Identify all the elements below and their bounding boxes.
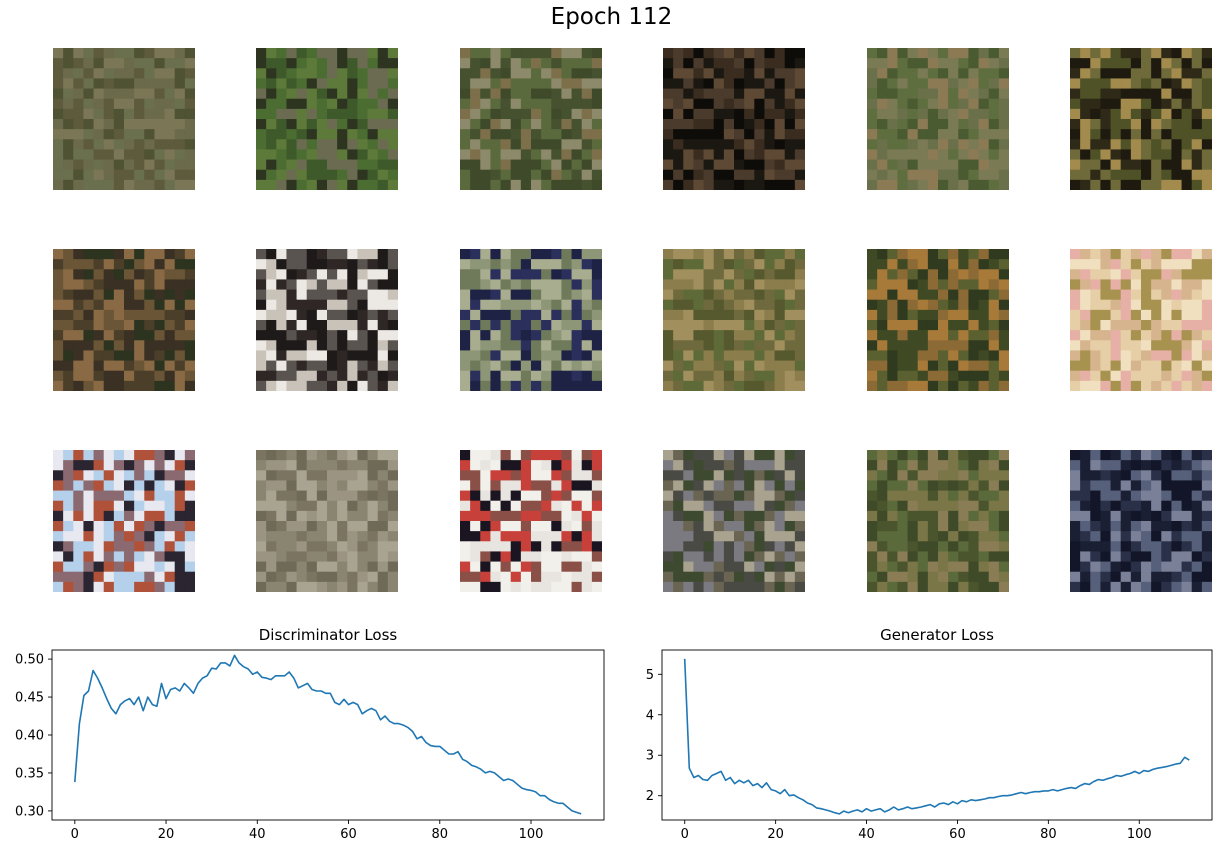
- generated-sample-image: [53, 249, 195, 391]
- plot-frame: [661, 649, 1213, 821]
- x-tick-label: 0: [681, 827, 689, 842]
- y-tick-label: 0.30: [15, 804, 44, 819]
- x-tick-label: 60: [949, 827, 966, 842]
- generated-sample-image: [460, 48, 602, 190]
- loss-series-line: [683, 658, 1190, 815]
- generated-sample-image: [460, 249, 602, 391]
- y-tick-label: 0.40: [15, 729, 44, 744]
- loss-series-line: [74, 654, 582, 815]
- generated-sample-image: [256, 48, 398, 190]
- generated-sample-image: [460, 450, 602, 592]
- generated-sample-image: [53, 48, 195, 190]
- y-tick-label: 4: [646, 708, 654, 723]
- generated-sample-image: [867, 450, 1009, 592]
- x-tick-label: 20: [767, 827, 784, 842]
- x-tick-label: 40: [858, 827, 875, 842]
- generated-sample-image: [53, 450, 195, 592]
- y-tick-label: 5: [646, 668, 654, 683]
- y-tick-label: 3: [646, 749, 654, 764]
- discriminator-loss-title: Discriminator Loss: [258, 626, 398, 644]
- generated-sample-image: [663, 48, 805, 190]
- generated-sample-image: [663, 249, 805, 391]
- x-tick-label: 100: [1127, 827, 1152, 842]
- generator-loss-title: Generator Loss: [880, 626, 994, 644]
- generated-sample-image: [256, 249, 398, 391]
- generated-sample-image: [1070, 48, 1212, 190]
- figure-title: Epoch 112: [550, 4, 673, 30]
- y-tick-label: 2: [646, 789, 654, 804]
- generated-sample-image: [867, 48, 1009, 190]
- y-tick-label: 0.50: [15, 653, 44, 668]
- x-tick-label: 80: [1040, 827, 1057, 842]
- generated-sample-image: [1070, 450, 1212, 592]
- generated-sample-image: [1070, 249, 1212, 391]
- x-tick-label: 40: [249, 827, 266, 842]
- generated-sample-image: [663, 450, 805, 592]
- x-tick-label: 100: [519, 827, 544, 842]
- x-tick-label: 80: [431, 827, 448, 842]
- generated-sample-image: [867, 249, 1009, 391]
- x-tick-label: 0: [71, 827, 79, 842]
- y-tick-label: 0.35: [15, 766, 44, 781]
- x-tick-label: 20: [158, 827, 175, 842]
- x-tick-label: 60: [340, 827, 357, 842]
- generated-sample-image: [256, 450, 398, 592]
- y-tick-label: 0.45: [15, 691, 44, 706]
